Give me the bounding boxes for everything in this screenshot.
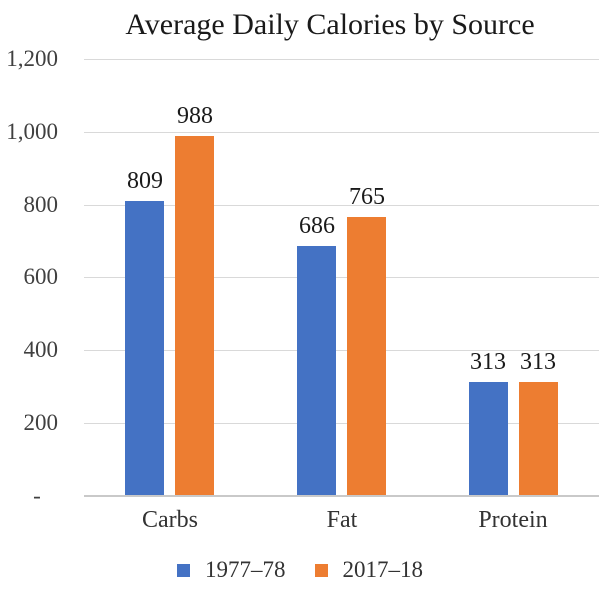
bar-2017-18-carbs: [175, 136, 214, 495]
legend-label-2017-18: 2017–18: [342, 557, 424, 582]
bar-2017-18-fat: [347, 217, 386, 495]
y-tick-label: 400: [23, 337, 59, 362]
data-label: 809: [127, 168, 163, 194]
bar-1977-78-fat: [297, 246, 336, 495]
data-label: 313: [470, 349, 506, 375]
gridline: [84, 423, 599, 424]
data-label: 765: [349, 184, 385, 210]
gridline: [84, 205, 599, 206]
bar-1977-78-protein: [469, 382, 508, 495]
legend-label-1977-78: 1977–78: [205, 557, 286, 582]
bar-1977-78-carbs: [125, 201, 164, 495]
data-label: 686: [299, 213, 335, 239]
legend: 1977–78 2017–18: [0, 557, 600, 583]
chart-title: Average Daily Calories by Source: [125, 8, 535, 41]
x-axis-label-protein: Protein: [478, 507, 548, 533]
y-tick-label: 1,200: [6, 46, 58, 71]
x-axis-label-fat: Fat: [326, 507, 358, 533]
data-label: 313: [520, 349, 556, 375]
legend-swatch-1977-78: [177, 563, 190, 577]
data-label: 988: [177, 103, 213, 129]
gridline: [84, 132, 599, 133]
legend-swatch-2017-18: [314, 563, 328, 577]
y-tick-label: 200: [23, 409, 59, 435]
y-tick-label: 800: [23, 191, 59, 217]
x-axis-line: [84, 495, 599, 497]
bar-2017-18-protein: [519, 382, 558, 495]
legend-item-1977-78: 1977–78: [177, 557, 286, 583]
y-tick-label: 600: [23, 264, 59, 290]
gridline: [84, 277, 599, 278]
x-axis-label-carbs: Carbs: [142, 507, 198, 533]
gridline: [84, 59, 599, 60]
y-tick-label: -: [33, 482, 58, 508]
y-tick-label: 1,000: [6, 118, 58, 144]
legend-item-2017-18: 2017–18: [314, 557, 424, 583]
gridline: [84, 350, 599, 351]
